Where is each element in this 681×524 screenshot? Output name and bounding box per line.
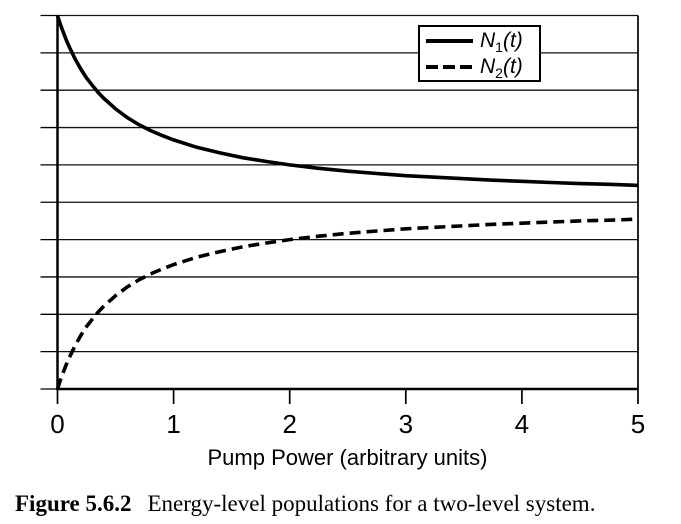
x-tick-label: 3 [399,409,413,439]
series-group [55,14,639,390]
legend-solid-line-sample [426,38,473,43]
caption-number: Figure 5.6.2 [15,491,132,516]
legend-box: N1(t) N2(t) [418,25,541,82]
x-tick-label: 0 [50,409,64,439]
x-tick-label: 4 [515,409,529,439]
x-tick-labels-group: 0 1 2 3 4 5 [50,409,645,439]
legend-dashed-line-sample [426,64,473,69]
x-tick-label: 2 [282,409,296,439]
gridlines-group [40,14,638,390]
chart-plot-area: 0 1 2 3 4 5 [40,14,645,439]
legend-label-n1-sub: 1 [495,39,503,55]
legend-item-n2: N2(t) [426,54,539,80]
caption-text: Energy-level populations for a two-level… [147,491,596,516]
x-axis-label: Pump Power (arbitrary units) [207,445,488,470]
legend-label-n2-sub: 2 [495,65,503,81]
series-curve-N1(t) [55,14,639,188]
legend-item-n1: N1(t) [426,28,539,54]
legend-label-n2: N2(t) [480,55,523,80]
legend-label-n1-arg: (t) [502,29,523,52]
legend-label-n2-arg: (t) [502,55,523,78]
legend-label-n2-base: N [480,55,496,78]
legend-label-n1-base: N [480,29,496,52]
x-ticks-group [56,389,639,404]
legend-label-n1: N1(t) [480,29,523,54]
figure-caption: Figure 5.6.2 Energy-level populations for… [15,489,675,518]
series-curve-N2(t) [55,217,639,390]
x-tick-label: 1 [166,409,180,439]
x-tick-label: 5 [631,409,645,439]
axes-group [56,15,639,391]
